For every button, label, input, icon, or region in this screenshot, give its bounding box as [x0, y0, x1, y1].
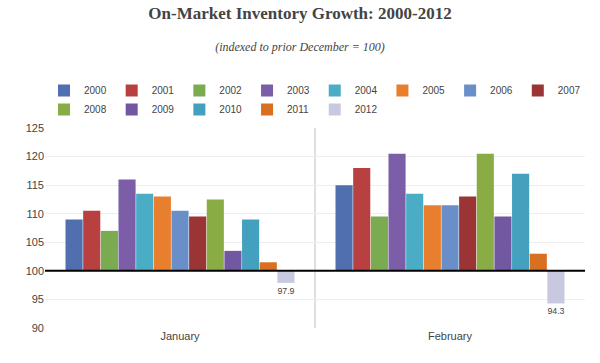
svg-text:January: January [160, 330, 200, 342]
svg-text:On-Market Inventory Growth: 20: On-Market Inventory Growth: 2000-2012 [148, 4, 451, 23]
svg-text:2001: 2001 [152, 85, 175, 96]
svg-text:105: 105 [26, 236, 44, 248]
svg-text:90: 90 [32, 322, 44, 334]
svg-text:2005: 2005 [422, 85, 445, 96]
svg-text:2009: 2009 [152, 104, 175, 115]
svg-text:2002: 2002 [219, 85, 242, 96]
svg-text:120: 120 [26, 150, 44, 162]
svg-text:115: 115 [26, 179, 44, 191]
svg-text:125: 125 [26, 122, 44, 134]
svg-text:2000: 2000 [84, 85, 107, 96]
svg-text:February: February [428, 330, 473, 342]
svg-text:97.9: 97.9 [277, 286, 294, 296]
svg-text:100: 100 [26, 265, 44, 277]
svg-text:2011: 2011 [287, 104, 309, 115]
svg-text:2003: 2003 [287, 85, 310, 96]
svg-text:110: 110 [26, 208, 44, 220]
svg-text:95: 95 [32, 293, 44, 305]
svg-text:2004: 2004 [355, 85, 378, 96]
svg-text:2012: 2012 [355, 104, 378, 115]
svg-text:(indexed to prior December = 1: (indexed to prior December = 100) [215, 40, 385, 54]
svg-text:94.3: 94.3 [547, 306, 564, 316]
svg-text:2008: 2008 [84, 104, 107, 115]
svg-text:2007: 2007 [558, 85, 581, 96]
svg-text:2010: 2010 [219, 104, 242, 115]
svg-text:2006: 2006 [490, 85, 513, 96]
